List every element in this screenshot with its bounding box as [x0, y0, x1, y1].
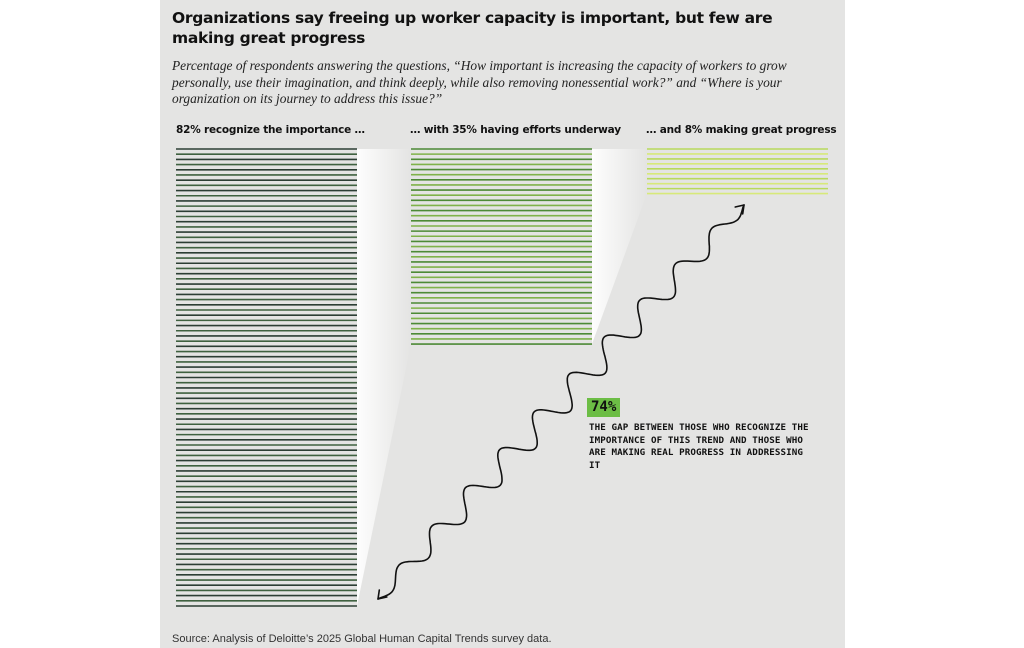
- bar-label-recognize: 82% recognize the importance …: [176, 124, 365, 136]
- gap-arrowhead-top: [734, 204, 745, 215]
- connector-shade-1: [357, 149, 411, 606]
- chart-title: Organizations say freeing up worker capa…: [172, 9, 773, 47]
- gap-arrow-line: [377, 204, 745, 600]
- gap-arrowhead-bottom: [377, 589, 388, 600]
- bar-recognize: [176, 148, 357, 607]
- source-note: Source: Analysis of Deloitte’s 2025 Glob…: [172, 633, 552, 645]
- bars: [176, 148, 828, 607]
- bar-underway: [411, 148, 592, 345]
- bar-great-progress: [647, 148, 828, 195]
- bar-connectors: [357, 149, 647, 606]
- connector-shade-2: [592, 149, 647, 345]
- chart-subtitle: Percentage of respondents answering the …: [172, 58, 787, 106]
- gap-arrow: [377, 204, 745, 600]
- bar-label-underway: … with 35% having efforts underway: [410, 124, 621, 136]
- bar-label-great-progress: … and 8% making great progress: [646, 124, 837, 136]
- gap-value-badge: 74%: [587, 398, 621, 417]
- gap-annotation-text: The gap between those who recognize the …: [589, 422, 809, 471]
